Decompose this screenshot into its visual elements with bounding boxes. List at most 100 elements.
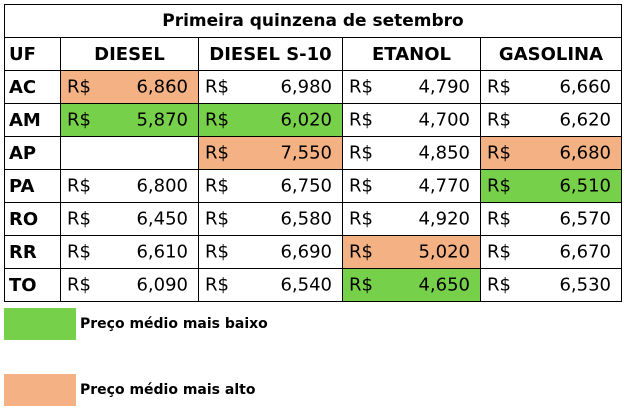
price-cell: R$ 4,850 — [342, 136, 481, 170]
currency: R$ — [67, 175, 91, 197]
currency: R$ — [205, 175, 229, 197]
column-header: ETANOL — [342, 37, 481, 71]
currency: R$ — [487, 241, 511, 263]
currency: R$ — [487, 175, 511, 197]
price-cell: R$ 6,860 — [60, 70, 199, 104]
currency: R$ — [349, 142, 373, 164]
price: 6,620 — [559, 109, 611, 131]
table-row: TO R$ 6,090 R$ 6,540 R$ 4,650 R$ 6,530 — [4, 268, 622, 302]
price: 6,690 — [280, 241, 332, 263]
currency: R$ — [487, 274, 511, 296]
price: 5,870 — [136, 109, 188, 131]
table-row: PA R$ 6,800 R$ 6,750 R$ 4,770 R$ 6,510 — [4, 169, 622, 203]
column-header: DIESEL — [60, 37, 199, 71]
currency: R$ — [487, 109, 511, 131]
price-cell: R$ 6,570 — [480, 202, 622, 236]
price: 6,570 — [559, 208, 611, 230]
price: 4,790 — [418, 76, 470, 98]
table-row: RR R$ 6,610 R$ 6,690 R$ 5,020 R$ 6,670 — [4, 235, 622, 269]
currency: R$ — [67, 274, 91, 296]
price: 6,660 — [559, 76, 611, 98]
legend-swatch — [4, 374, 76, 406]
currency: R$ — [349, 109, 373, 131]
price-cell: R$ 6,750 — [198, 169, 343, 203]
uf-cell: RR — [4, 235, 61, 269]
price: 4,850 — [418, 142, 470, 164]
uf-cell: AP — [4, 136, 61, 170]
price-cell: R$ 6,580 — [198, 202, 343, 236]
header-row: UF DIESEL DIESEL S-10 ETANOL GASOLINA — [4, 37, 622, 71]
price-cell: R$ 4,790 — [342, 70, 481, 104]
currency: R$ — [349, 76, 373, 98]
price-cell: R$ 6,540 — [198, 268, 343, 302]
price: 6,680 — [559, 142, 611, 164]
currency: R$ — [67, 109, 91, 131]
currency: R$ — [67, 76, 91, 98]
legend-label: Preço médio mais baixo — [80, 316, 268, 332]
price-cell: R$ 6,660 — [480, 70, 622, 104]
price-table: Primeira quinzena de setembro UF DIESEL DI… — [4, 4, 622, 302]
price-cell: R$ 4,770 — [342, 169, 481, 203]
currency: R$ — [487, 208, 511, 230]
price: 5,020 — [418, 241, 470, 263]
table-row: AP R$ 7,550 R$ 4,850 R$ 6,680 — [4, 136, 622, 170]
price: 6,580 — [280, 208, 332, 230]
currency: R$ — [487, 142, 511, 164]
uf-cell: AC — [4, 70, 61, 104]
table-row: AM R$ 5,870 R$ 6,020 R$ 4,700 R$ 6,620 — [4, 103, 622, 137]
price-cell: R$ 6,680 — [480, 136, 622, 170]
legend-swatch — [4, 308, 76, 340]
price-cell: R$ 7,550 — [198, 136, 343, 170]
price: 6,530 — [559, 274, 611, 296]
price-cell: R$ 4,700 — [342, 103, 481, 137]
price-cell: R$ 6,530 — [480, 268, 622, 302]
price: 6,540 — [280, 274, 332, 296]
currency: R$ — [205, 208, 229, 230]
price-cell: R$ 4,920 — [342, 202, 481, 236]
currency: R$ — [349, 175, 373, 197]
price: 6,610 — [136, 241, 188, 263]
column-header: DIESEL S-10 — [198, 37, 343, 71]
uf-cell: TO — [4, 268, 61, 302]
column-header: UF — [4, 37, 61, 71]
legend-label: Preço médio mais alto — [80, 382, 256, 398]
price: 7,550 — [280, 142, 332, 164]
price: 6,670 — [559, 241, 611, 263]
price: 6,020 — [280, 109, 332, 131]
table-title: Primeira quinzena de setembro — [4, 4, 622, 38]
price-cell: R$ 6,090 — [60, 268, 199, 302]
price-cell: R$ 6,450 — [60, 202, 199, 236]
table-row: RO R$ 6,450 R$ 6,580 R$ 4,920 R$ 6,570 — [4, 202, 622, 236]
price-cell: R$ 6,800 — [60, 169, 199, 203]
uf-cell: RO — [4, 202, 61, 236]
price: 6,980 — [280, 76, 332, 98]
currency: R$ — [205, 109, 229, 131]
price: 6,860 — [136, 76, 188, 98]
price-cell — [60, 136, 199, 170]
currency: R$ — [205, 142, 229, 164]
currency: R$ — [349, 208, 373, 230]
price: 4,650 — [418, 274, 470, 296]
price: 4,770 — [418, 175, 470, 197]
currency: R$ — [349, 274, 373, 296]
price-cell: R$ 6,690 — [198, 235, 343, 269]
price: 6,750 — [280, 175, 332, 197]
currency: R$ — [67, 241, 91, 263]
price: 6,450 — [136, 208, 188, 230]
table-row: AC R$ 6,860 R$ 6,980 R$ 4,790 R$ 6,660 — [4, 70, 622, 104]
currency: R$ — [205, 241, 229, 263]
price: 4,920 — [418, 208, 470, 230]
currency: R$ — [67, 208, 91, 230]
currency: R$ — [349, 241, 373, 263]
price-cell: R$ 4,650 — [342, 268, 481, 302]
price: 6,510 — [559, 175, 611, 197]
price-cell: R$ 6,620 — [480, 103, 622, 137]
price-cell: R$ 6,020 — [198, 103, 343, 137]
currency: R$ — [205, 274, 229, 296]
price-cell: R$ 6,670 — [480, 235, 622, 269]
price-cell: R$ 5,870 — [60, 103, 199, 137]
price: 6,800 — [136, 175, 188, 197]
price-cell: R$ 5,020 — [342, 235, 481, 269]
price: 4,700 — [418, 109, 470, 131]
